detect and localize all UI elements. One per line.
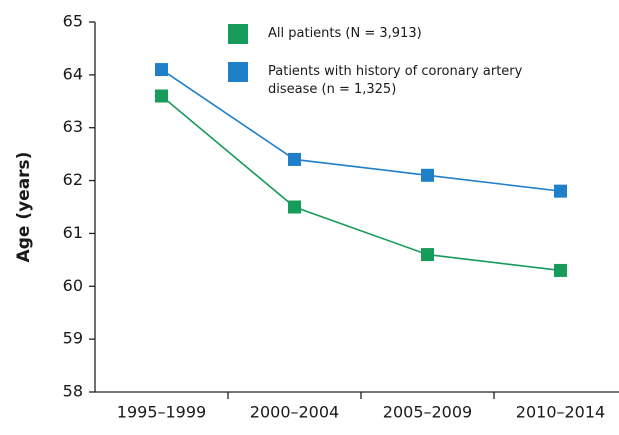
x-tick-label: 2010–2014 xyxy=(516,403,605,422)
legend-swatch xyxy=(228,62,248,82)
series-marker xyxy=(554,263,567,277)
y-tick-label: 63 xyxy=(63,117,83,136)
series-marker xyxy=(421,168,434,182)
y-tick-label: 61 xyxy=(63,223,83,242)
y-tick-label: 64 xyxy=(63,64,83,83)
series-marker xyxy=(288,200,301,214)
series-marker xyxy=(155,89,168,103)
series-line xyxy=(160,95,561,272)
legend-label: Patients with history of coronary artery… xyxy=(268,64,523,97)
x-tick-label: 1995–1999 xyxy=(117,403,206,422)
x-tick-label: 2005–2009 xyxy=(383,403,472,422)
y-axis-label: Age (years) xyxy=(14,152,34,263)
series-marker xyxy=(554,184,567,198)
series-marker xyxy=(288,152,301,166)
y-tick-label: 60 xyxy=(63,276,83,295)
legend-label: All patients (N = 3,913) xyxy=(268,26,422,41)
y-tick-label: 59 xyxy=(63,329,83,348)
y-tick-label: 65 xyxy=(63,12,83,31)
series-marker xyxy=(155,63,168,77)
x-tick-label: 2000–2004 xyxy=(250,403,339,422)
legend-swatch xyxy=(228,24,248,44)
y-tick-label: 58 xyxy=(63,382,83,401)
series-marker xyxy=(421,248,434,262)
series-line xyxy=(161,68,561,192)
y-tick-label: 62 xyxy=(63,170,83,189)
